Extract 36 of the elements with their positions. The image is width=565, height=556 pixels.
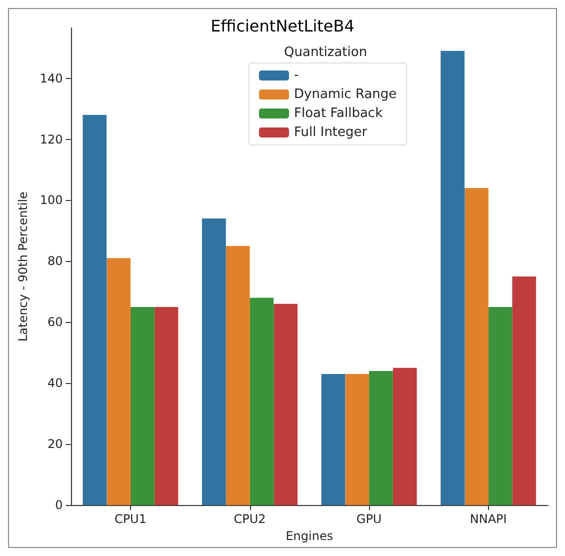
x-axis-title: Engines — [286, 529, 334, 543]
bar — [202, 218, 226, 506]
bar — [250, 298, 274, 506]
legend-label: Dynamic Range — [294, 87, 397, 102]
bar — [82, 114, 107, 506]
legend-label: Float Fallback — [294, 106, 384, 121]
bar — [369, 370, 393, 506]
bar — [321, 374, 346, 506]
bar — [440, 50, 464, 506]
bar — [154, 306, 178, 506]
x-tick-label: CPU1 — [114, 512, 146, 526]
legend-label: - — [294, 68, 299, 83]
x-tick-label: NNAPI — [470, 512, 507, 526]
y-tick-label: 20 — [48, 437, 63, 452]
legend-label: Full Integer — [294, 125, 368, 140]
legend-title: Quantization — [284, 45, 368, 60]
y-tick-label: 80 — [48, 254, 63, 268]
y-tick-label: 140 — [40, 71, 63, 86]
bar — [274, 304, 298, 506]
bar — [345, 374, 370, 506]
y-tick-label: 100 — [40, 193, 63, 208]
y-tick-label: 40 — [48, 376, 63, 390]
y-axis-title: Latency - 90th Percentile — [16, 192, 30, 342]
bar — [488, 306, 512, 506]
bar — [464, 188, 488, 506]
y-tick-label: 120 — [40, 132, 63, 146]
bar — [130, 306, 154, 506]
y-tick-label: 60 — [48, 315, 63, 330]
y-tick-label: 0 — [55, 498, 63, 512]
x-tick-label: GPU — [356, 512, 382, 526]
bar — [106, 258, 130, 506]
bar — [226, 246, 250, 506]
chart-title: EfficientNetLiteB4 — [210, 16, 354, 36]
bar — [392, 368, 417, 506]
x-tick-label: CPU2 — [234, 512, 266, 526]
bar — [512, 276, 536, 506]
